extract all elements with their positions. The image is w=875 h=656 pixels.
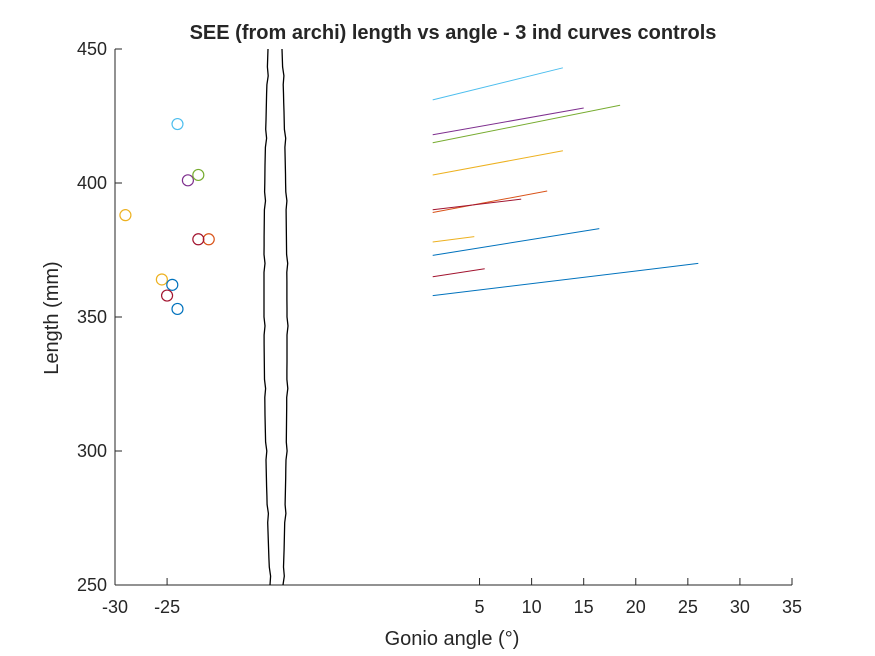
- series-line: [432, 104, 621, 144]
- series-marker: [166, 278, 179, 291]
- x-tick-label: 10: [522, 597, 542, 617]
- axis-break-marks: [263, 48, 289, 586]
- series-9: [160, 268, 485, 302]
- x-tick-label: 5: [475, 597, 485, 617]
- series-group: [119, 67, 699, 316]
- series-marker: [192, 233, 205, 246]
- x-tick-label: -30: [102, 597, 128, 617]
- series-marker: [171, 117, 184, 131]
- x-tick-label: -25: [154, 597, 180, 617]
- x-tick-label: 30: [730, 597, 750, 617]
- x-tick-label: 20: [626, 597, 646, 617]
- series-marker: [119, 209, 132, 222]
- series-8: [166, 228, 600, 291]
- x-ticks: -30 -25 5 10 15 20 25 30 35: [102, 578, 802, 617]
- series-line: [432, 268, 485, 278]
- y-tick-label: 350: [77, 307, 107, 327]
- series-6: [192, 198, 522, 246]
- series-2: [181, 107, 584, 187]
- x-axis-label: Gonio angle (°): [385, 628, 520, 650]
- series-marker: [155, 273, 168, 286]
- series-line: [432, 150, 563, 176]
- series-line: [432, 236, 475, 243]
- series-1: [171, 67, 564, 131]
- y-tick-label: 250: [77, 575, 107, 595]
- series-3: [192, 104, 621, 182]
- x-tick-label: 25: [678, 597, 698, 617]
- series-7: [155, 236, 475, 286]
- series-line: [432, 190, 548, 213]
- series-line: [432, 198, 522, 211]
- y-tick-label: 450: [77, 39, 107, 59]
- series-4: [119, 150, 563, 222]
- series-marker: [160, 289, 174, 302]
- axis-break-line-right: [281, 48, 289, 586]
- plot-area: -30 -25 5 10 15 20 25 30 35 250 300 350 400 450: [77, 39, 802, 617]
- series-line: [432, 67, 564, 101]
- series-marker: [171, 302, 184, 316]
- series-line: [432, 228, 600, 256]
- y-tick-label: 300: [77, 441, 107, 461]
- series-line: [432, 262, 699, 297]
- axis-break-line-left: [263, 48, 272, 586]
- x-tick-label: 35: [782, 597, 802, 617]
- y-tick-label: 400: [77, 173, 107, 193]
- series-10: [171, 262, 699, 316]
- y-axis-label: Length (mm): [41, 261, 63, 374]
- series-line: [432, 107, 584, 136]
- y-ticks: 250 300 350 400 450: [77, 39, 122, 595]
- x-tick-label: 15: [574, 597, 594, 617]
- series-marker: [181, 174, 195, 187]
- chart-title: SEE (from archi) length vs angle - 3 ind…: [190, 22, 717, 44]
- series-marker: [192, 168, 205, 182]
